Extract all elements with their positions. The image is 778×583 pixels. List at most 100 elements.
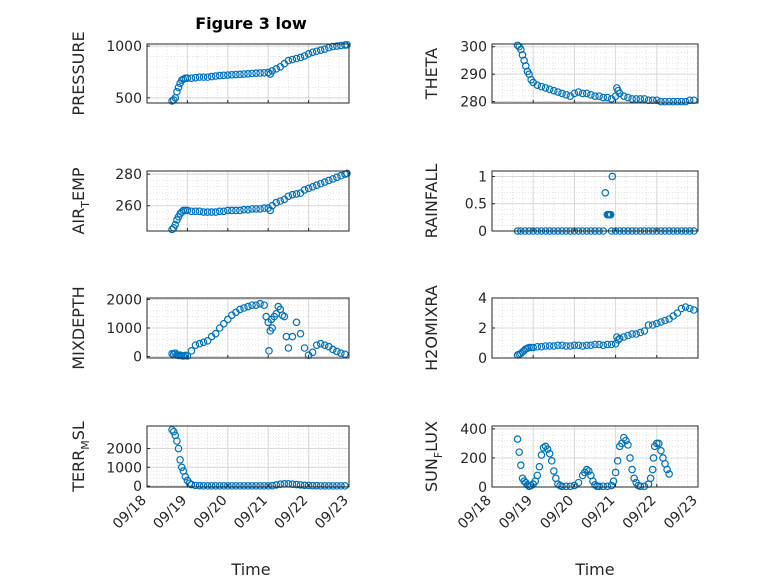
- data-point: [566, 482, 575, 491]
- y-tick-label: 280: [460, 95, 487, 111]
- data-point: [343, 41, 351, 49]
- data-point: [533, 81, 542, 89]
- data-point: [292, 480, 301, 489]
- data-point: [183, 74, 192, 82]
- data-point: [636, 328, 645, 337]
- data-point: [248, 69, 256, 78]
- data-point: [628, 95, 636, 103]
- data-point: [657, 318, 665, 326]
- y-axis-label: RAINFALL: [422, 164, 441, 239]
- data-point: [308, 182, 317, 191]
- data-point: [187, 207, 196, 216]
- data-point: [566, 342, 575, 350]
- data-point: [316, 179, 325, 188]
- data-point: [513, 435, 522, 443]
- y-tick-label: 300: [460, 40, 487, 56]
- data-point: [329, 42, 337, 51]
- y-tick-label: 0: [478, 480, 487, 496]
- y-axis-label: PRESSURE: [69, 31, 88, 115]
- data-point: [517, 461, 525, 470]
- data-point: [195, 339, 204, 348]
- data-point: [203, 337, 212, 345]
- data-point: [240, 482, 248, 490]
- data-point: [624, 93, 632, 102]
- data-point: [640, 482, 649, 491]
- data-point: [543, 445, 552, 454]
- data-point: [296, 329, 305, 338]
- data-point: [191, 341, 200, 349]
- data-point: [252, 69, 260, 77]
- data-point: [272, 198, 281, 207]
- data-point: [280, 312, 289, 321]
- data-point: [537, 82, 546, 91]
- figure-title: Figure 3 low: [195, 14, 307, 33]
- data-point: [549, 86, 558, 95]
- data-point: [657, 446, 665, 455]
- data-point: [603, 340, 612, 349]
- data-point: [333, 347, 341, 356]
- data-point: [599, 341, 608, 350]
- data-point: [304, 50, 313, 58]
- subplot-h2omixra: 0 2 4 H2OMIXRA: [422, 285, 699, 371]
- data-point: [661, 97, 669, 106]
- y-axis-label: MIXDEPTH: [69, 286, 88, 369]
- data-point: [174, 444, 183, 453]
- data-point: [562, 342, 570, 350]
- data-point: [558, 341, 566, 350]
- data-point: [296, 481, 305, 489]
- subplot-pressure: 500 1000 PRESSURE: [69, 31, 351, 116]
- data-point: [585, 467, 593, 475]
- data-point: [558, 89, 566, 98]
- data-point: [292, 190, 301, 198]
- data-point: [626, 454, 634, 462]
- data-point: [268, 324, 277, 332]
- data-point: [240, 304, 248, 312]
- data-point: [582, 341, 591, 350]
- data-point: [570, 89, 579, 98]
- data-point: [316, 482, 325, 490]
- data-point: [541, 342, 550, 350]
- data-point: [207, 72, 216, 81]
- data-point: [211, 208, 220, 216]
- data-point: [527, 481, 535, 490]
- data-point: [549, 342, 558, 350]
- data-point: [316, 46, 325, 55]
- data-point: [284, 56, 293, 65]
- data-point: [607, 340, 616, 349]
- y-tick-label: 0: [478, 351, 487, 367]
- data-point: [232, 206, 240, 215]
- data-point: [599, 93, 608, 102]
- data-point: [587, 90, 595, 99]
- data-point: [252, 205, 260, 213]
- data-point: [329, 482, 337, 490]
- data-point: [312, 341, 321, 349]
- data-point: [215, 482, 224, 490]
- data-point: [260, 482, 268, 490]
- data-point: [685, 304, 694, 313]
- y-tick-label: 290: [460, 67, 487, 83]
- x-axis-label-right: Time: [574, 560, 614, 579]
- data-point: [607, 481, 616, 490]
- data-point: [292, 318, 301, 327]
- data-point: [603, 482, 612, 491]
- data-point: [265, 347, 273, 355]
- y-tick-label: 260: [115, 199, 142, 215]
- data-point: [533, 471, 542, 480]
- data-point: [337, 482, 345, 490]
- data-point: [632, 95, 641, 103]
- data-point: [219, 482, 228, 490]
- data-point: [324, 176, 333, 185]
- data-point: [614, 336, 622, 344]
- data-point: [228, 482, 236, 490]
- data-point: [256, 482, 264, 490]
- data-point: [244, 70, 252, 78]
- data-point: [611, 468, 620, 477]
- x-axis-label-left: Time: [230, 560, 270, 579]
- data-point: [525, 343, 533, 352]
- axes-frame: [491, 170, 699, 232]
- subplot-theta: 280 290 300 THETA: [422, 40, 699, 111]
- data-point: [537, 451, 546, 459]
- data-point: [268, 481, 277, 490]
- y-tick-label: 4: [478, 291, 487, 307]
